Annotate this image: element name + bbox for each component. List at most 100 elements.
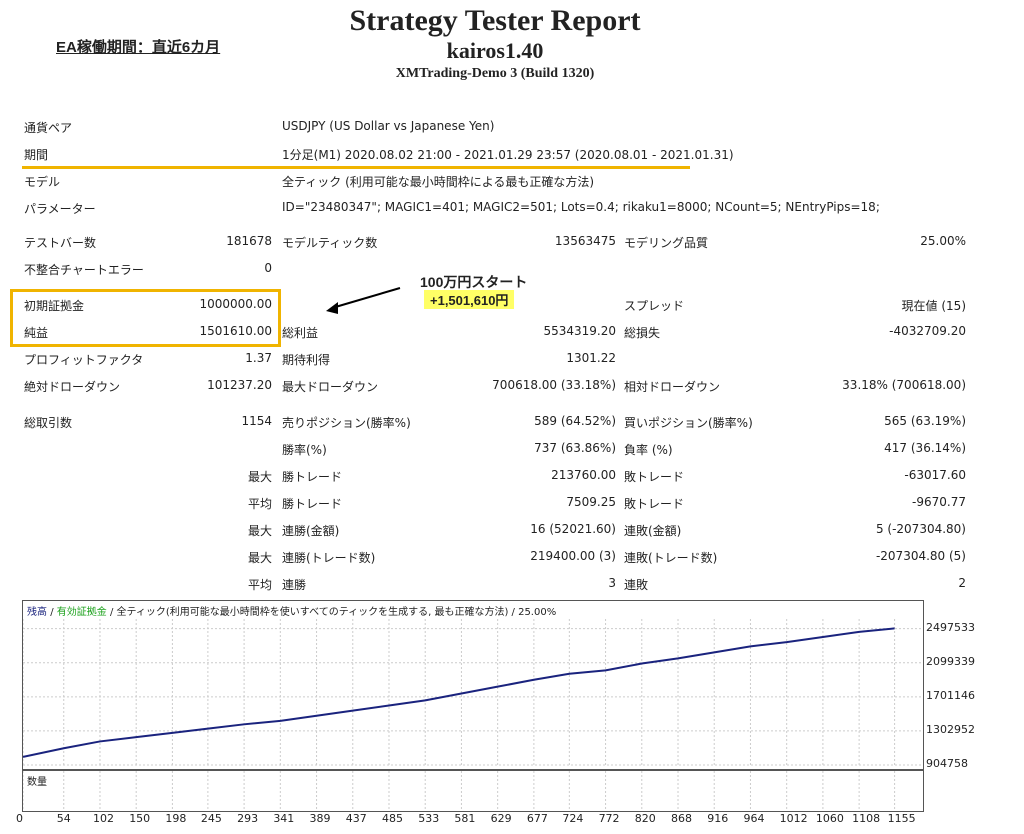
gross-loss-value: -4032709.20 bbox=[889, 324, 966, 338]
volume-label: 数量 bbox=[27, 777, 47, 788]
rel-dd-label: 相対ドローダウン bbox=[624, 380, 721, 394]
consec-win-amt-value: 16 (52021.60) bbox=[530, 522, 616, 536]
avg-loss-value: -9670.77 bbox=[912, 495, 966, 509]
x-tick-17: 820 bbox=[634, 812, 656, 825]
x-tick-5: 245 bbox=[200, 812, 222, 825]
max-label-3: 最大 bbox=[247, 551, 272, 565]
max-label: 最大 bbox=[247, 470, 272, 484]
net-value: 1501610.00 bbox=[199, 324, 272, 338]
x-tick-3: 150 bbox=[129, 812, 151, 825]
pf-value: 1.37 bbox=[245, 351, 272, 365]
x-axis: 0 54 102 150 198 245 293 341 389 437 485 533 581 629 6… bbox=[16, 812, 942, 828]
legend-balance: 残高 bbox=[27, 607, 47, 618]
avg-consec-win-value: 3 bbox=[608, 576, 616, 590]
consec-win-trd-value: 219400.00 (3) bbox=[530, 549, 616, 563]
short-value: 589 (64.52%) bbox=[534, 414, 616, 428]
max-dd-label: 最大ドローダウン bbox=[282, 380, 379, 394]
x-tick-14: 677 bbox=[526, 812, 548, 825]
consec-loss-trd-value: -207304.80 (5) bbox=[875, 549, 966, 563]
x-tick-10: 485 bbox=[381, 812, 403, 825]
x-tick-21: 1012 bbox=[779, 812, 808, 825]
bars-value: 181678 bbox=[226, 234, 272, 248]
max-dd-value: 700618.00 (33.18%) bbox=[492, 378, 616, 392]
chart-plot bbox=[23, 619, 921, 766]
expected-value: 1301.22 bbox=[566, 351, 616, 365]
x-tick-22: 1060 bbox=[815, 812, 844, 825]
legend-desc: 全ティック(利用可能な最小時間枠を使いすべてのティックを生成する, 最も正確な方… bbox=[116, 607, 557, 618]
ticks-value: 13563475 bbox=[554, 234, 616, 248]
long-label: 買いポジション(勝率%) bbox=[624, 416, 753, 430]
x-tick-13: 629 bbox=[490, 812, 512, 825]
avg-win-value: 7509.25 bbox=[566, 495, 616, 509]
max-win-label: 勝トレード bbox=[282, 470, 343, 484]
expected-label: 期待利得 bbox=[282, 353, 331, 367]
legend-equity: 有効証拠金 bbox=[56, 607, 107, 618]
y-tick-1: 1302952 bbox=[926, 722, 975, 736]
short-label: 売りポジション(勝率%) bbox=[282, 416, 411, 430]
y-tick-0: 904758 bbox=[926, 757, 968, 770]
bars-label: テストバー数 bbox=[24, 236, 97, 250]
y-tick-2: 1701146 bbox=[926, 688, 975, 702]
gross-loss-label: 総損失 bbox=[624, 326, 661, 340]
arrow-icon bbox=[326, 287, 401, 314]
loss-pct-label: 負率 (%) bbox=[624, 443, 673, 457]
max-loss-value: -63017.60 bbox=[904, 468, 966, 482]
x-tick-11: 533 bbox=[418, 812, 440, 825]
consec-win-amt-label: 連勝(金額) bbox=[282, 524, 340, 538]
params-label: パラメーター bbox=[24, 202, 96, 216]
consec-loss-amt-label: 連敗(金額) bbox=[624, 524, 682, 538]
abs-dd-label: 絶対ドローダウン bbox=[24, 380, 121, 394]
y-axis: 904758 1302952 1701146 2099339 2497533 bbox=[926, 600, 1016, 770]
long-value: 565 (63.19%) bbox=[884, 414, 966, 428]
x-tick-18: 868 bbox=[671, 812, 692, 825]
period-value: 1分足(M1) 2020.08.02 21:00 - 2021.01.29 23… bbox=[282, 148, 734, 162]
symbol-label: 通貨ペア bbox=[24, 121, 73, 135]
avg-win-label: 勝トレード bbox=[282, 497, 343, 511]
net-label: 純益 bbox=[24, 326, 49, 340]
avg-consec-loss-label: 連敗 bbox=[624, 578, 649, 592]
x-tick-19: 916 bbox=[707, 812, 729, 825]
quality-value: 25.00% bbox=[920, 234, 966, 248]
total-trades-value: 1154 bbox=[241, 414, 272, 428]
win-pct-label: 勝率(%) bbox=[282, 443, 327, 457]
x-tick-24: 1155 bbox=[887, 812, 916, 825]
avg-label: 平均 bbox=[247, 497, 272, 511]
mismatch-label: 不整合チャートエラー bbox=[24, 263, 144, 277]
x-tick-0: 0 bbox=[16, 812, 23, 825]
x-tick-6: 293 bbox=[237, 812, 259, 825]
volume-plot bbox=[23, 771, 896, 809]
params-value: ID="23480347"; MAGIC1=401; MAGIC2=501; L… bbox=[282, 200, 880, 214]
avg-consec-loss-value: 2 bbox=[958, 576, 966, 590]
x-tick-16: 772 bbox=[598, 812, 620, 825]
max-loss-label: 敗トレード bbox=[624, 470, 685, 484]
profit-annotation: +1,501,610円 bbox=[424, 290, 515, 309]
x-tick-1: 54 bbox=[56, 812, 71, 825]
max-label-2: 最大 bbox=[247, 524, 272, 538]
avg-consec-win-label: 連勝 bbox=[282, 578, 307, 592]
x-tick-15: 724 bbox=[562, 812, 584, 825]
loss-pct-value: 417 (36.14%) bbox=[884, 441, 966, 455]
y-tick-3: 2099339 bbox=[926, 654, 975, 668]
consec-win-trd-label: 連勝(トレード数) bbox=[282, 551, 376, 565]
x-tick-2: 102 bbox=[92, 812, 114, 825]
volume-chart: 数量 bbox=[22, 770, 924, 812]
pf-label: プロフィットファクタ bbox=[24, 353, 144, 367]
spread-label: スプレッド bbox=[624, 299, 685, 313]
chart-legend: 残高 / 有効証拠金 / 全ティック(利用可能な最小時間枠を使いすべてのティック… bbox=[27, 607, 557, 618]
consec-loss-amt-value: 5 (-207304.80) bbox=[875, 522, 966, 536]
x-tick-8: 389 bbox=[309, 812, 331, 825]
gross-profit-label: 総利益 bbox=[282, 326, 319, 340]
server-name: XMTrading-Demo 3 (Build 1320) bbox=[395, 66, 595, 81]
series-balance-line bbox=[23, 627, 895, 758]
ticks-label: モデルティック数 bbox=[282, 236, 378, 250]
start-annotation: 100万円スタート bbox=[420, 274, 528, 290]
avg-label-2: 平均 bbox=[247, 578, 272, 592]
model-value: 全ティック (利用可能な最小時間枠による最も正確な方法) bbox=[282, 175, 595, 189]
max-win-value: 213760.00 bbox=[551, 468, 616, 482]
consec-loss-trd-label: 連敗(トレード数) bbox=[624, 551, 718, 565]
symbol-value: USDJPY (US Dollar vs Japanese Yen) bbox=[282, 119, 495, 133]
period-note: EA稼働期間：直近6カ月 bbox=[56, 39, 221, 56]
x-tick-9: 437 bbox=[345, 812, 367, 825]
deposit-label: 初期証拠金 bbox=[24, 299, 85, 313]
quality-label: モデリング品質 bbox=[624, 236, 709, 250]
